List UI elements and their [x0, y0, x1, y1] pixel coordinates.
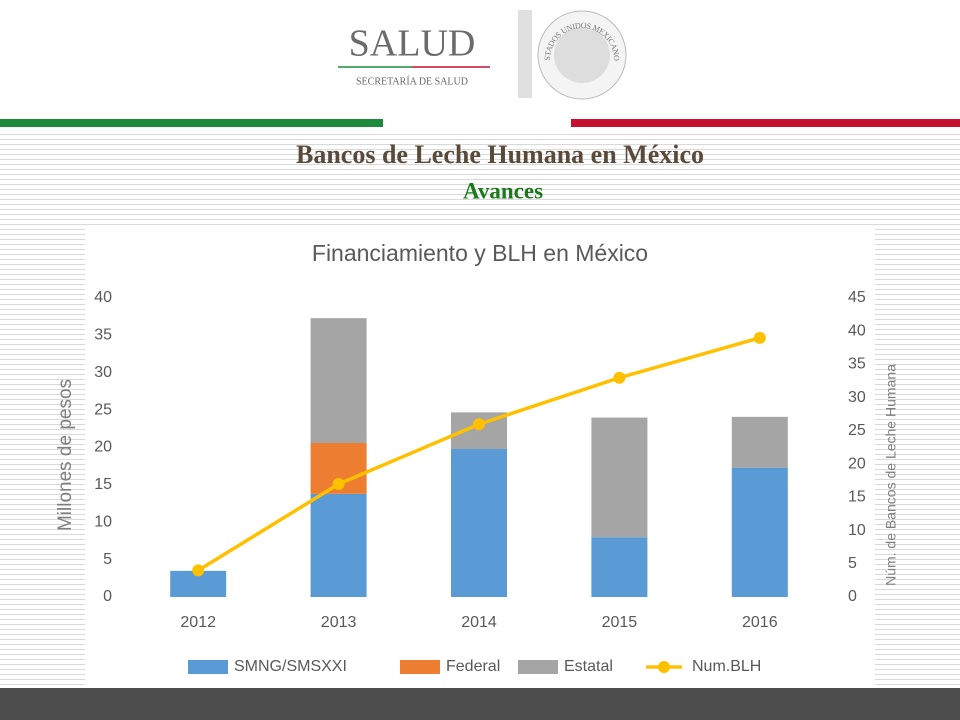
x-tick-label: 2015: [602, 614, 638, 631]
line-point: [613, 371, 626, 384]
y2-tick-label: 25: [848, 422, 866, 439]
legend-label: Federal: [446, 658, 500, 675]
line-point: [332, 478, 345, 491]
divider: [518, 10, 532, 98]
bar-segment: [731, 416, 788, 468]
slide-title: Bancos de Leche Humana en México: [296, 140, 704, 169]
y2-tick-label: 0: [848, 588, 857, 605]
green-stripe: [0, 119, 383, 127]
y-tick-label: 25: [94, 401, 112, 418]
bar-segment: [451, 448, 507, 597]
y-tick-label: 35: [94, 327, 112, 344]
y-tick-label: 15: [94, 476, 112, 493]
bar-segment: [591, 537, 648, 597]
y2-axis-title: Núm. de Bancos de Leche Humana: [883, 364, 899, 586]
y2-tick-label: 10: [848, 522, 866, 539]
x-tick-label: 2016: [742, 614, 778, 631]
y2-tick-label: 20: [848, 455, 866, 472]
legend-marker: [518, 660, 558, 674]
line-point: [753, 331, 766, 344]
x-tick-label: 2012: [180, 614, 216, 631]
y2-tick-label: 30: [848, 389, 866, 406]
seal-center: [554, 27, 610, 83]
y-tick-label: 5: [103, 551, 112, 568]
bar-segment: [310, 318, 367, 444]
line-point: [192, 564, 205, 577]
y-axis-title: Millones de pesos: [55, 379, 76, 531]
logo-title: SALUD: [349, 23, 476, 65]
y2-tick-label: 35: [848, 356, 866, 373]
y-tick-label: 30: [94, 364, 112, 381]
y2-tick-label: 15: [848, 489, 866, 506]
y2-tick-label: 40: [848, 322, 866, 339]
bar-segment: [310, 493, 367, 597]
legend-marker: [658, 661, 670, 673]
chart-title: Financiamiento y BLH en México: [312, 240, 648, 266]
y2-tick-label: 5: [848, 555, 857, 572]
line-point: [473, 418, 485, 431]
legend-marker: [400, 660, 440, 674]
slide-subtitle: Avances: [463, 178, 543, 203]
x-tick-label: 2014: [461, 614, 497, 631]
x-tick-label: 2013: [321, 614, 357, 631]
y-tick-label: 10: [94, 513, 112, 530]
bar-segment: [591, 417, 648, 538]
legend-label: Estatal: [564, 658, 613, 675]
y-tick-label: 20: [94, 439, 112, 456]
legend-label: Num.BLH: [692, 658, 761, 675]
red-stripe: [571, 119, 960, 127]
legend-marker: [188, 660, 228, 674]
logo-subtitle: SECRETARÍA DE SALUD: [356, 75, 468, 87]
y2-tick-label: 45: [848, 289, 866, 306]
footer-bar: [0, 688, 960, 720]
y-tick-label: 40: [94, 289, 112, 306]
y-tick-label: 0: [103, 588, 112, 605]
bar-segment: [731, 467, 788, 597]
legend-label: SMNG/SMSXXI: [234, 658, 347, 675]
